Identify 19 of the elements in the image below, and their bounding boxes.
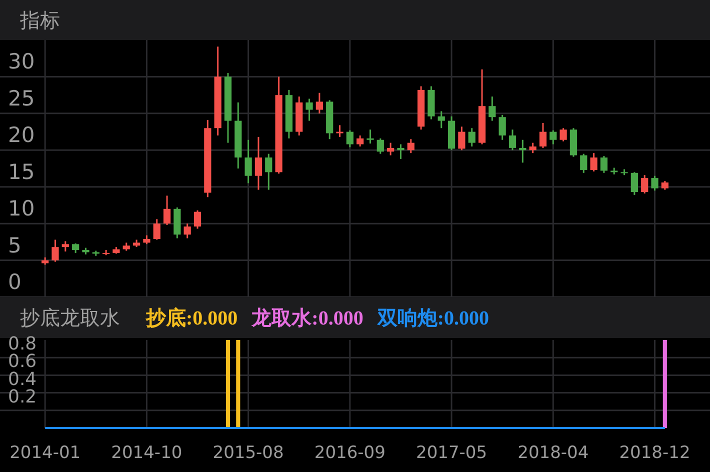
x-tick: 2015-08 — [212, 443, 284, 463]
title: 抄底龙取水 — [20, 306, 120, 330]
x-tick: 2016-09 — [314, 443, 386, 463]
x-tick: 2018-04 — [518, 443, 589, 463]
y-tick: 5 — [8, 233, 22, 258]
title: 指标 — [20, 8, 60, 32]
x-tick: 2014-01 — [10, 443, 81, 463]
x-tick: 2014-10 — [111, 443, 182, 463]
legend: 双响炮:0.000 — [377, 308, 490, 330]
x-tick: 2017-05 — [416, 443, 488, 463]
y-tick: 20 — [8, 123, 35, 148]
y-tick: 30 — [8, 50, 35, 74]
x-tick: 2018-12 — [619, 443, 690, 463]
y-tick: 25 — [8, 86, 35, 110]
y-tick: 0 — [8, 270, 22, 294]
y-tick: 15 — [8, 160, 35, 184]
y-tick: 10 — [8, 196, 35, 221]
legend: 龙取水:0.000 — [252, 308, 364, 330]
legend: 抄底:0.000 — [146, 308, 238, 330]
